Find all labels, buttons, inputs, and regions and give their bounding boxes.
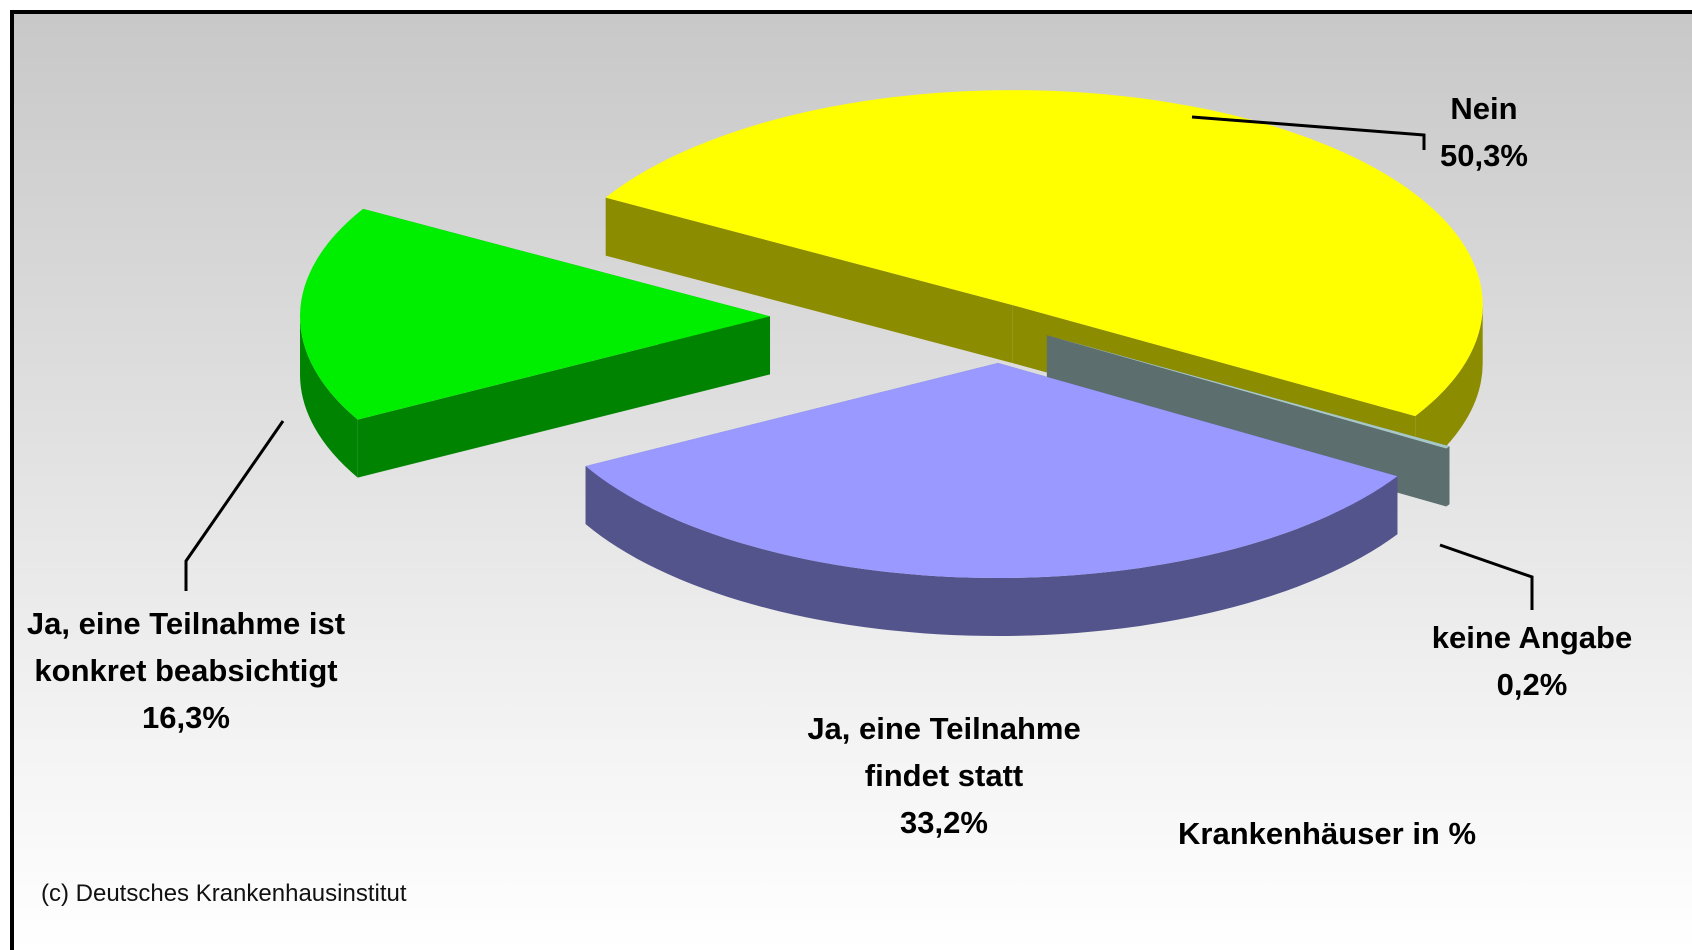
- value-label: 50,3%: [1440, 138, 1528, 173]
- leader-lines: [184, 115, 1534, 610]
- slice-wall: [357, 316, 771, 478]
- slice-top: [1046, 335, 1450, 449]
- leader-line: [1191, 115, 1426, 150]
- category-label: Ja, eine Teilnahme findet statt: [807, 711, 1081, 793]
- slice-label: Ja, eine Teilnahme ist konkret beabsicht…: [16, 600, 356, 741]
- slice-top: [300, 208, 771, 420]
- slice-wall: [605, 197, 1013, 364]
- category-label: Ja, eine Teilnahme ist konkret beabsicht…: [26, 606, 346, 688]
- subtitle: Krankenhäuser in %: [1178, 816, 1477, 851]
- leader-line: [1439, 543, 1534, 610]
- slice-side: [1415, 305, 1483, 475]
- category-label: keine Angabe: [1431, 620, 1633, 655]
- value-label: 16,3%: [142, 700, 230, 735]
- slice: [585, 362, 1398, 636]
- slice: [300, 208, 771, 478]
- slice-label: Nein 50,3%: [1384, 85, 1584, 179]
- slice-side: [585, 466, 1398, 636]
- slice-side: [300, 316, 358, 478]
- value-label: 0,2%: [1496, 667, 1568, 702]
- leader-line: [184, 420, 285, 591]
- slice-top: [605, 90, 1483, 417]
- value-label: 33,2%: [900, 805, 988, 840]
- slice-label: keine Angabe 0,2%: [1402, 614, 1662, 708]
- source-note: (c) Deutsches Krankenhausinstitut: [41, 880, 407, 907]
- slice-side: [1446, 446, 1450, 507]
- category-label: Nein: [1450, 91, 1518, 126]
- slice-label: Ja, eine Teilnahme findet statt 33,2%: [764, 705, 1124, 846]
- slice-top: [585, 362, 1398, 578]
